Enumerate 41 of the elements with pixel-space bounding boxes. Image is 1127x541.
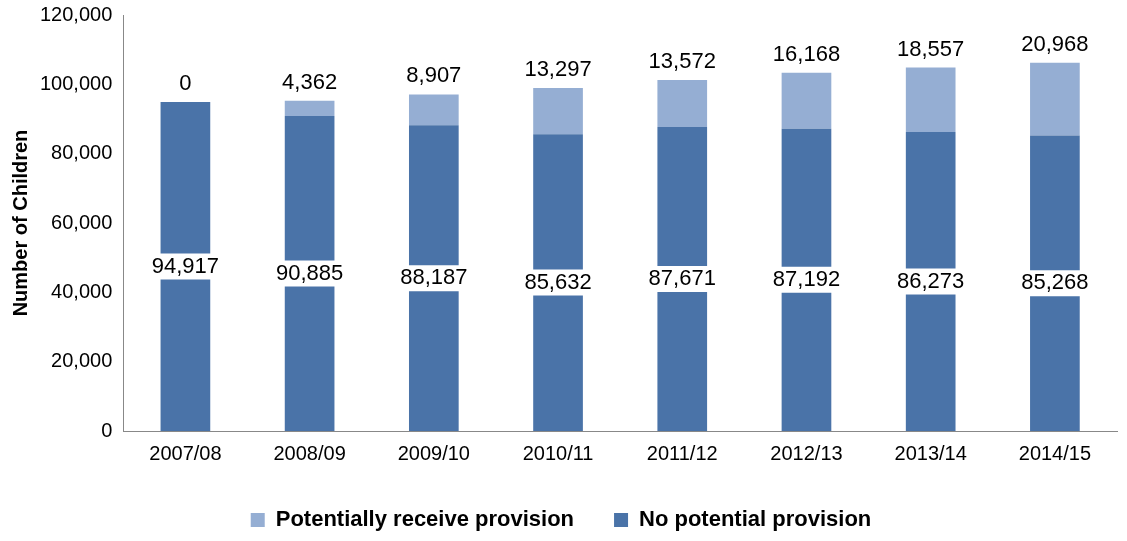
bar (284, 100, 335, 116)
data-label: 86,273 (897, 267, 965, 293)
data-label: 90,885 (275, 259, 344, 285)
y-tick-label: 80,000 (51, 141, 113, 164)
bar (905, 67, 956, 132)
y-tick-label: 0 (101, 418, 113, 441)
bar (408, 94, 459, 126)
x-tick-label: 2010/11 (522, 441, 594, 464)
y-axis-title: Number of Children (8, 129, 31, 317)
bar (533, 88, 583, 135)
x-tick-label: 2008/09 (273, 441, 346, 464)
bar (657, 80, 708, 128)
data-label: 0 (179, 70, 192, 96)
y-tick-label: 20,000 (51, 349, 113, 372)
data-label: 85,632 (524, 268, 592, 294)
data-label: 94,917 (151, 252, 220, 278)
bar (1030, 62, 1080, 136)
y-tick-label: 60,000 (51, 210, 113, 233)
data-label: 4,362 (282, 68, 338, 94)
data-label: 13,297 (524, 56, 592, 82)
data-label: 13,572 (648, 48, 716, 74)
data-label: 88,187 (400, 264, 468, 290)
data-label: 18,557 (897, 35, 965, 61)
x-tick-label: 2007/08 (149, 441, 222, 464)
x-tick-label: 2012/13 (770, 441, 843, 464)
data-label: 8,907 (406, 62, 462, 88)
data-label: 87,192 (772, 265, 841, 291)
x-tick-label: 2009/10 (397, 441, 470, 464)
x-tick-label: 2014/15 (1018, 441, 1092, 464)
x-tick-label: 2011/12 (646, 441, 718, 464)
legend-label: Potentially receive provision (275, 506, 575, 532)
x-tick-label: 2013/14 (894, 441, 967, 464)
bar (781, 72, 832, 129)
y-tick-label: 100,000 (40, 71, 113, 94)
y-tick-label: 40,000 (51, 279, 113, 302)
data-label: 85,268 (1021, 269, 1089, 295)
y-tick-label: 120,000 (40, 2, 113, 25)
data-label: 87,671 (648, 265, 716, 291)
data-label: 20,968 (1021, 30, 1089, 56)
legend-label: No potential provision (639, 506, 872, 532)
data-label: 16,168 (772, 40, 841, 66)
